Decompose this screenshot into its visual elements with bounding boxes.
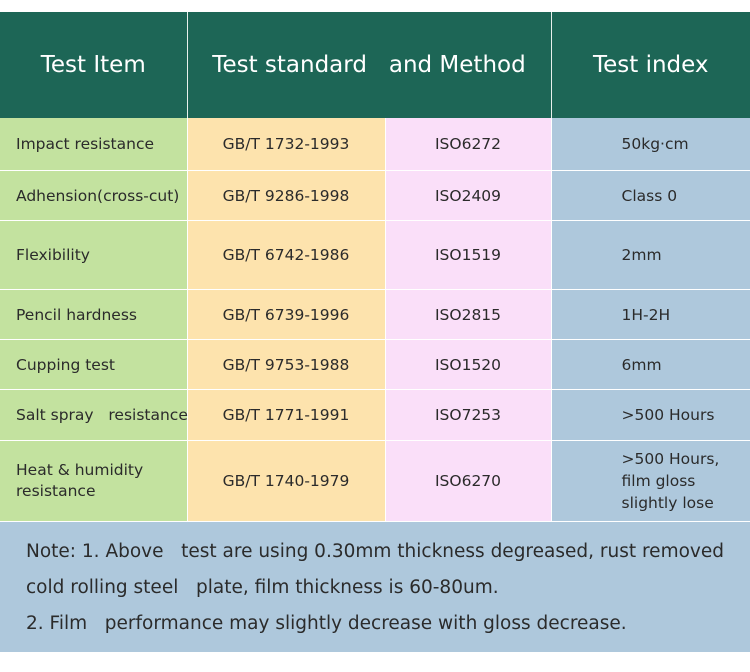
table-row: Cupping test GB/T 9753-1988 ISO1520 6mm bbox=[0, 339, 750, 390]
test-item-cell: Cupping test bbox=[0, 339, 188, 390]
iso-method-cell: ISO1520 bbox=[385, 339, 552, 390]
iso-method-cell: ISO6270 bbox=[385, 440, 552, 522]
test-index-cell: Class 0 bbox=[551, 170, 750, 221]
table-row: Salt spray resistance GB/T 1771-1991 ISO… bbox=[0, 389, 750, 441]
test-standard-cell: GB/T 6742-1986 bbox=[187, 220, 386, 290]
test-item-cell: Flexibility bbox=[0, 220, 188, 290]
table-row: Impact resistance GB/T 1732-1993 ISO6272… bbox=[0, 118, 750, 171]
test-spec-sheet: Test Item Test standard and Method Test … bbox=[0, 12, 750, 652]
test-index-cell: 6mm bbox=[551, 339, 750, 390]
note-line: 2. Film performance may slightly decreas… bbox=[26, 613, 627, 634]
table-row: Flexibility GB/T 6742-1986 ISO1519 2mm bbox=[0, 220, 750, 290]
table-row: Adhension(cross-cut) GB/T 9286-1998 ISO2… bbox=[0, 170, 750, 221]
test-item-cell: Heat & humidity resistance bbox=[0, 440, 188, 522]
note-line: Note: 1. Above test are using 0.30mm thi… bbox=[26, 541, 724, 562]
test-standard-cell: GB/T 1732-1993 bbox=[187, 118, 386, 171]
note-panel: Note: 1. Above test are using 0.30mm thi… bbox=[0, 522, 750, 652]
test-item-cell: Pencil hardness bbox=[0, 289, 188, 340]
test-standard-cell: GB/T 1771-1991 bbox=[187, 389, 386, 441]
test-item-cell: Salt spray resistance bbox=[0, 389, 188, 441]
test-item-cell: Impact resistance bbox=[0, 118, 188, 171]
header-test-item: Test Item bbox=[0, 12, 188, 118]
test-index-cell: 1H-2H bbox=[551, 289, 750, 340]
test-index-cell: 2mm bbox=[551, 220, 750, 290]
test-standard-cell: GB/T 6739-1996 bbox=[187, 289, 386, 340]
table-row: Pencil hardness GB/T 6739-1996 ISO2815 1… bbox=[0, 289, 750, 340]
note-line: cold rolling steel plate, film thickness… bbox=[26, 577, 499, 598]
test-standard-cell: GB/T 9286-1998 bbox=[187, 170, 386, 221]
header-row: Test Item Test standard and Method Test … bbox=[0, 12, 750, 118]
test-standard-cell: GB/T 9753-1988 bbox=[187, 339, 386, 390]
header-test-index: Test index bbox=[551, 12, 750, 118]
iso-method-cell: ISO1519 bbox=[385, 220, 552, 290]
table-row: Heat & humidity resistance GB/T 1740-197… bbox=[0, 440, 750, 522]
iso-method-cell: ISO6272 bbox=[385, 118, 552, 171]
iso-method-cell: ISO2815 bbox=[385, 289, 552, 340]
test-index-cell: 50kg·cm bbox=[551, 118, 750, 171]
test-standard-cell: GB/T 1740-1979 bbox=[187, 440, 386, 522]
test-item-cell: Adhension(cross-cut) bbox=[0, 170, 188, 221]
test-index-cell: >500 Hours bbox=[551, 389, 750, 441]
header-test-standard-method: Test standard and Method bbox=[187, 12, 552, 118]
iso-method-cell: ISO2409 bbox=[385, 170, 552, 221]
iso-method-cell: ISO7253 bbox=[385, 389, 552, 441]
test-spec-table: Test Item Test standard and Method Test … bbox=[0, 12, 750, 522]
test-index-cell: >500 Hours, film gloss slightly lose bbox=[551, 440, 750, 522]
